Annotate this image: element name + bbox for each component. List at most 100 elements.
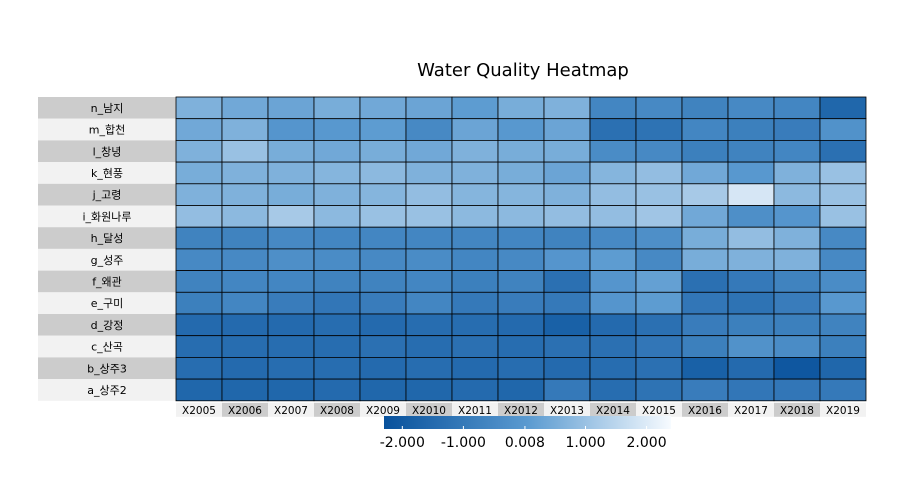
heatmap-cell (267, 205, 315, 228)
heatmap-cell (819, 139, 867, 163)
heatmap-cell (175, 161, 223, 185)
heatmap-cell (405, 313, 453, 337)
row-label: k_현풍 (91, 167, 123, 180)
heatmap-cell (681, 205, 729, 228)
heatmap-cell (819, 183, 867, 206)
heatmap-cell (267, 378, 315, 402)
heatmap-cell (543, 378, 591, 402)
heatmap-cell (451, 248, 499, 271)
heatmap-cell (221, 205, 269, 228)
heatmap-cell (497, 335, 545, 358)
heatmap-cell (681, 248, 729, 271)
legend-tick-label: 1.000 (565, 435, 605, 451)
heatmap-cell (267, 183, 315, 206)
row-label-background (38, 205, 176, 228)
column-label: X2013 (550, 405, 584, 417)
heatmap-cell (175, 183, 223, 206)
heatmap-cell (819, 356, 867, 380)
heatmap-cell (681, 139, 729, 163)
heatmap-cell (635, 226, 683, 250)
column-label-background (590, 402, 636, 417)
row-label-background (38, 162, 176, 184)
row-label: b_상주3 (87, 362, 127, 375)
heatmap-cell (359, 313, 407, 337)
row-label: g_성주 (91, 254, 124, 267)
legend-tick-label: 0.008 (505, 435, 545, 451)
legend-tick-label: -2.000 (380, 435, 425, 451)
heatmap-cell (635, 183, 683, 206)
heatmap-cell (543, 313, 591, 337)
heatmap-cell (589, 205, 637, 228)
heatmap-cell (819, 96, 867, 120)
heatmap-cell (221, 356, 269, 380)
column-label-background (728, 402, 774, 417)
heatmap-cell (819, 248, 867, 271)
heatmap-cell (681, 378, 729, 402)
heatmap-cell (635, 378, 683, 402)
heatmap-cell (451, 226, 499, 250)
heatmap-cell (313, 139, 361, 163)
row-label: l_창녕 (93, 145, 122, 158)
heatmap-cell (221, 139, 269, 163)
heatmap-cell (313, 378, 361, 402)
heatmap-cell (359, 226, 407, 250)
heatmap-cell (773, 96, 821, 120)
heatmap-cell (635, 118, 683, 141)
heatmap-cell (773, 118, 821, 141)
heatmap-cell (175, 313, 223, 337)
heatmap-cell (451, 378, 499, 402)
heatmap-cell (681, 356, 729, 380)
column-label-background (544, 402, 590, 417)
heatmap-cell (681, 226, 729, 250)
heatmap-cell (221, 248, 269, 271)
heatmap-cell (405, 183, 453, 206)
heatmap-cell (681, 161, 729, 185)
heatmap-cell (221, 96, 269, 120)
heatmap-cell (773, 378, 821, 402)
row-label-background (38, 227, 176, 249)
heatmap-cell (635, 335, 683, 358)
heatmap-cell (221, 378, 269, 402)
column-label-background (452, 402, 498, 417)
heatmap-cell (451, 96, 499, 120)
heatmap-cell (819, 313, 867, 337)
heatmap-cell (451, 161, 499, 185)
heatmap-cell (313, 96, 361, 120)
heatmap-cell (635, 161, 683, 185)
heatmap-cell (681, 291, 729, 315)
heatmap-cell (635, 96, 683, 120)
heatmap-cell (819, 378, 867, 402)
heatmap-cell (727, 378, 775, 402)
row-label: c_산곡 (91, 341, 123, 354)
heatmap-cell (359, 205, 407, 228)
column-label-background (820, 402, 866, 417)
heatmap-cell (221, 226, 269, 250)
heatmap-cell (221, 335, 269, 358)
row-label-background (38, 314, 176, 336)
heatmap-cell (497, 291, 545, 315)
row-label-background (38, 97, 176, 119)
heatmap-cell (773, 139, 821, 163)
heatmap-cell (589, 96, 637, 120)
heatmap-cell (175, 139, 223, 163)
heatmap-cell (313, 248, 361, 271)
column-labels: X2005 X2006 X2007 X2008 X2009 X2010 X2011 X2012… (176, 402, 866, 417)
heatmap-cell (589, 226, 637, 250)
heatmap-cell (543, 335, 591, 358)
heatmap-cell (451, 270, 499, 293)
heatmap-cell (313, 183, 361, 206)
row-label-background (38, 357, 176, 380)
heatmap-cell (313, 356, 361, 380)
heatmap-cell (497, 161, 545, 185)
heatmap-cell (405, 335, 453, 358)
heatmap-cell (359, 96, 407, 120)
row-label: f_왜관 (92, 275, 122, 288)
heatmap-cell (267, 313, 315, 337)
chart-title: Water Quality Heatmap (417, 60, 629, 81)
heatmap-cell (267, 291, 315, 315)
heatmap-cell (405, 96, 453, 120)
heatmap-cell (727, 356, 775, 380)
heatmap-cell (267, 161, 315, 185)
column-label-background (498, 402, 544, 417)
column-label: X2006 (228, 405, 262, 417)
